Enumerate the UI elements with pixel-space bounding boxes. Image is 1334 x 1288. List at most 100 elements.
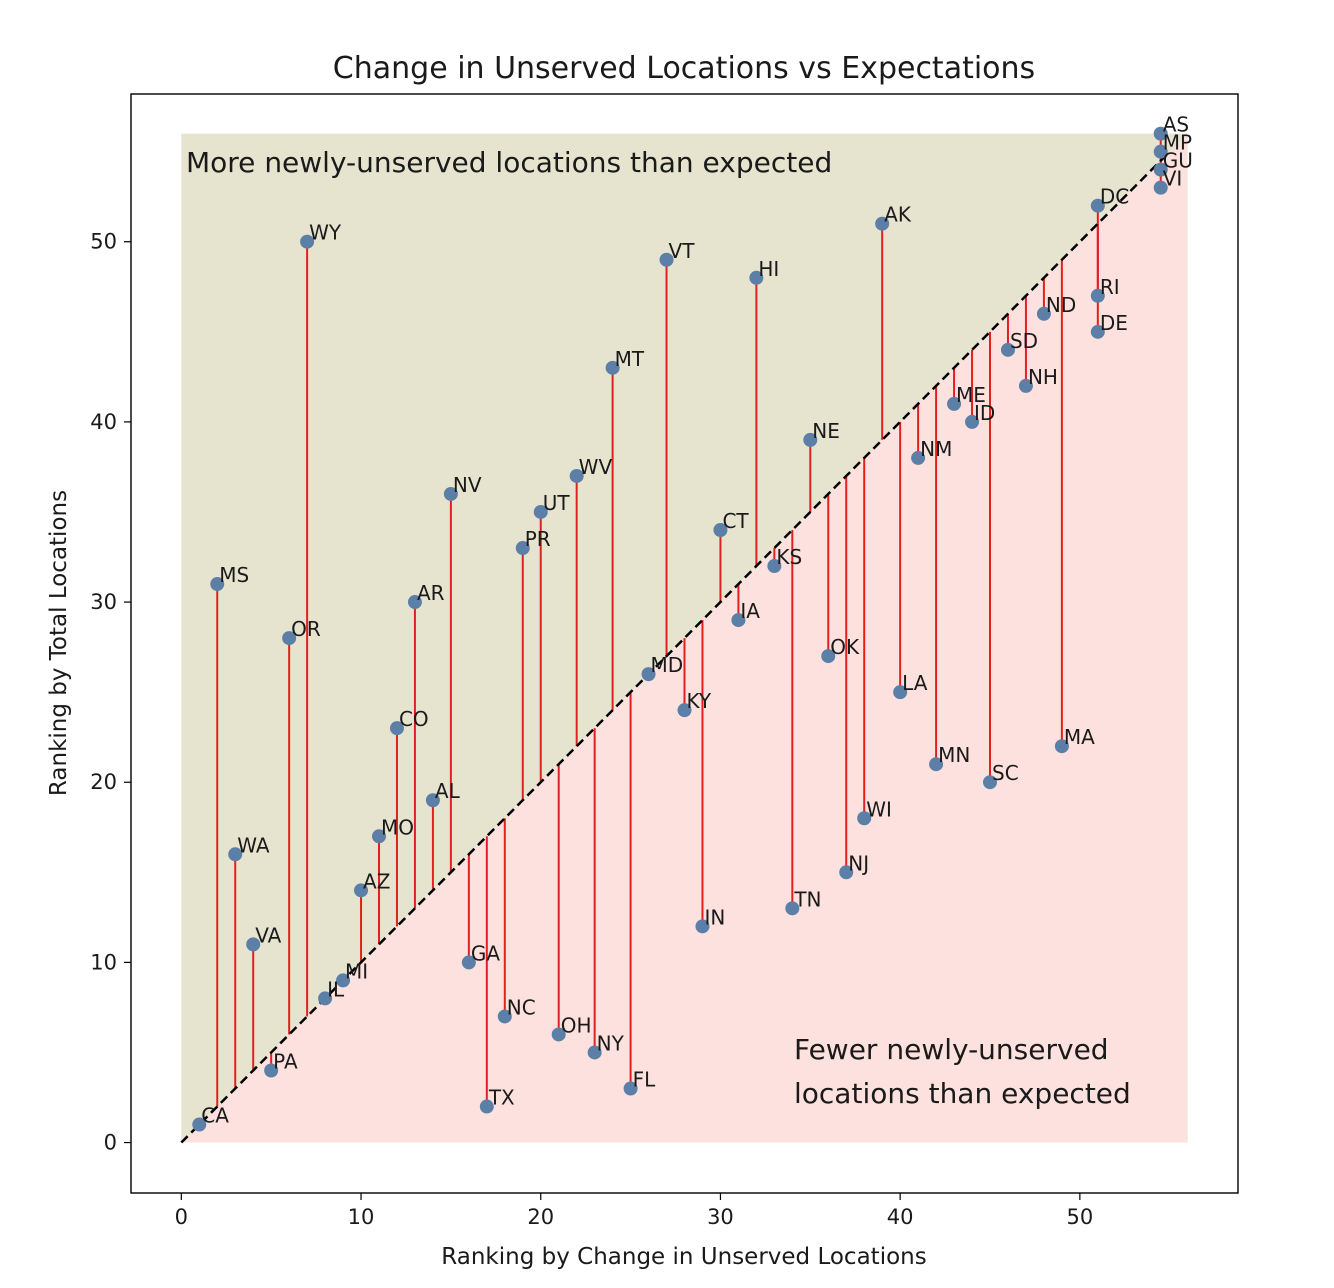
point-ks (767, 559, 782, 574)
point-label-wa: WA (237, 833, 270, 857)
point-label-mt: MT (615, 347, 645, 371)
reference-line (180, 150, 1171, 1144)
point-label-wi: WI (866, 797, 892, 821)
point-label-va: VA (255, 923, 281, 947)
point-label-ks: KS (776, 545, 802, 569)
point-label-ar: AR (417, 581, 445, 605)
point-label-la: LA (902, 671, 928, 695)
point-label-sc: SC (992, 761, 1019, 785)
point-label-mo: MO (381, 815, 414, 839)
y-tick-label-40: 40 (90, 410, 117, 434)
point-label-wv: WV (579, 455, 613, 479)
y-tick-label-30: 30 (90, 590, 117, 614)
data-points (192, 126, 1168, 1132)
point-label-pa: PA (273, 1049, 298, 1073)
point-ak (875, 216, 890, 231)
x-tick-label-10: 10 (348, 1205, 375, 1229)
point-label-mp: MP (1163, 131, 1192, 155)
point-label-nm: NM (920, 437, 952, 461)
point-id (965, 414, 980, 429)
point-label-tx: TX (488, 1086, 515, 1110)
x-tick-label-40: 40 (887, 1205, 914, 1229)
lower-region-label-line-1: Fewer newly-unserved (794, 1033, 1109, 1066)
point-dc (1090, 198, 1105, 213)
x-axis-ticks: 0 10 20 30 40 50 (175, 1193, 1093, 1229)
y-axis-ticks: 0 10 20 30 40 50 (90, 230, 131, 1155)
point-label-mi: MI (345, 959, 368, 983)
point-ct (713, 522, 728, 537)
point-label-ca: CA (201, 1104, 229, 1128)
point-label-me: ME (956, 383, 986, 407)
point-ca (192, 1117, 207, 1132)
point-ia (731, 613, 746, 628)
point-nj (839, 865, 854, 880)
point-label-dc: DC (1100, 185, 1129, 209)
point-or (282, 631, 297, 646)
point-ut (533, 504, 548, 519)
residual-lines (216, 133, 1162, 1107)
point-fl (623, 1081, 638, 1096)
point-mi (336, 973, 351, 988)
chart-title: Change in Unserved Locations vs Expectat… (333, 51, 1035, 86)
point-label-nv: NV (453, 473, 482, 497)
y-tick-label-0: 0 (104, 1131, 117, 1155)
point-wy (300, 234, 315, 249)
point-me (947, 396, 962, 411)
point-al (425, 793, 440, 808)
point-as (1153, 126, 1168, 141)
point-oh (551, 1027, 566, 1042)
x-tick-label-0: 0 (175, 1205, 188, 1229)
point-label-nj: NJ (848, 851, 869, 875)
point-ar (407, 595, 422, 610)
point-nd (1036, 306, 1051, 321)
point-hi (749, 270, 764, 285)
point-nc (497, 1009, 512, 1024)
point-in (695, 919, 710, 934)
x-tick-label-20: 20 (527, 1205, 554, 1229)
point-label-in: IN (704, 905, 725, 929)
point-label-ne: NE (812, 419, 840, 443)
point-label-vt: VT (669, 239, 696, 263)
point-label-ma: MA (1064, 725, 1095, 749)
point-label-tn: TN (793, 887, 821, 911)
point-mt (605, 360, 620, 375)
point-ms (210, 577, 225, 592)
lower-region-label-line-2: locations than expected (794, 1077, 1131, 1110)
point-ma (1054, 739, 1069, 754)
y-tick-label-50: 50 (90, 230, 117, 254)
point-nm (911, 450, 926, 465)
point-mo (371, 829, 386, 844)
point-label-or: OR (291, 617, 321, 641)
y-axis-label: Ranking by Total Locations (46, 490, 72, 796)
point-va (246, 937, 261, 952)
point-ny (587, 1045, 602, 1060)
point-label-vi: VI (1163, 167, 1183, 191)
point-label-fl: FL (633, 1068, 657, 1092)
x-axis-label: Ranking by Change in Unserved Locations (441, 1244, 926, 1270)
point-label-sd: SD (1010, 329, 1038, 353)
point-vi (1153, 180, 1168, 195)
point-nh (1018, 378, 1033, 393)
point-label-ia: IA (740, 599, 760, 623)
point-az (354, 883, 369, 898)
point-label-id: ID (974, 401, 995, 425)
point-label-nd: ND (1046, 293, 1076, 317)
point-vt (659, 252, 674, 267)
point-pa (264, 1063, 279, 1078)
point-sd (1000, 342, 1015, 357)
point-wa (228, 847, 243, 862)
point-label-nh: NH (1028, 365, 1058, 389)
point-label-oh: OH (561, 1013, 592, 1037)
point-mp (1153, 144, 1168, 159)
point-label-ut: UT (543, 491, 571, 515)
point-ri (1090, 288, 1105, 303)
point-label-ga: GA (471, 941, 500, 965)
point-label-az: AZ (363, 869, 390, 893)
point-co (389, 721, 404, 736)
point-label-ak: AK (884, 203, 912, 227)
point-tx (479, 1099, 494, 1114)
point-sc (983, 775, 998, 790)
x-tick-label-30: 30 (707, 1205, 734, 1229)
point-label-il: IL (327, 977, 345, 1001)
